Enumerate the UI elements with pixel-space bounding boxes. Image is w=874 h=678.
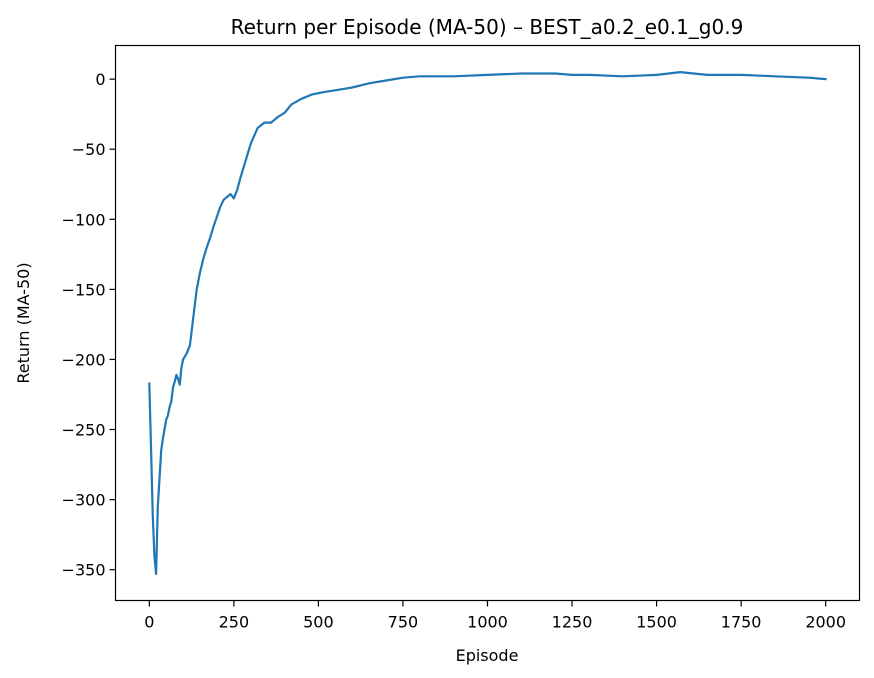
y-tick-label: −300	[62, 491, 106, 510]
x-tick-label: 750	[388, 613, 419, 632]
y-tick-label: −100	[62, 210, 106, 229]
y-tick-label: 0	[95, 70, 105, 89]
y-axis-ticks: 0 −50 −100 −150 −200 −250 −300 −350	[62, 70, 116, 580]
y-tick-label: −250	[62, 421, 106, 440]
x-axis-label: Episode	[456, 646, 519, 665]
chart-title: Return per Episode (MA-50) – BEST_a0.2_e…	[231, 15, 744, 39]
x-tick-label: 0	[144, 613, 154, 632]
x-tick-label: 250	[219, 613, 250, 632]
y-tick-label: −200	[62, 350, 106, 369]
y-axis-label: Return (MA-50)	[14, 262, 33, 383]
y-tick-label: −150	[62, 280, 106, 299]
x-tick-label: 2000	[805, 613, 846, 632]
y-tick-label: −50	[72, 140, 106, 159]
x-tick-label: 1500	[636, 613, 677, 632]
y-tick-label: −350	[62, 561, 106, 580]
x-tick-label: 1750	[721, 613, 762, 632]
data-line	[148, 71, 827, 575]
x-tick-label: 1250	[552, 613, 593, 632]
x-tick-label: 1000	[467, 613, 508, 632]
x-axis-ticks: 0 250 500 750 1000 1250 1500 1750 2000	[144, 600, 846, 632]
x-tick-label: 500	[303, 613, 334, 632]
